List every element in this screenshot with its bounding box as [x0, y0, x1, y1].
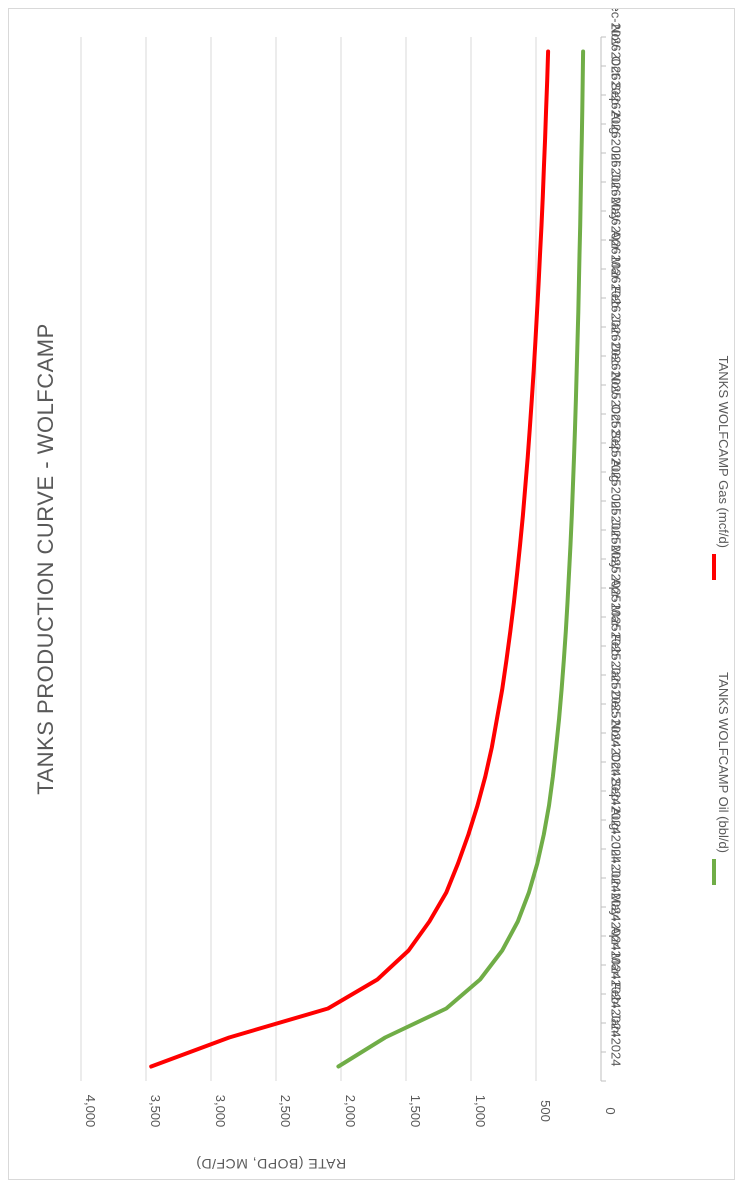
category-tick-label: Apr-2026	[609, 230, 624, 283]
category-tick-label: Aug-2026	[609, 111, 624, 167]
series-lines	[149, 49, 586, 1069]
legend: TANKS WOLFCAMP Oil (bbl/d) TANKS WOLFCAMP…	[712, 356, 731, 885]
value-tick-label: 0	[603, 1107, 618, 1114]
value-tick-label: 1,000	[473, 1095, 488, 1128]
category-tick-label: Sep-2025	[609, 430, 624, 486]
series-line	[336, 49, 586, 1069]
category-tick-label: Dec-2024	[609, 691, 624, 747]
value-tick-label: 1,500	[408, 1095, 423, 1128]
category-tick-label: Jun-2026	[609, 171, 624, 225]
category-tick-label: Nov-2025	[609, 372, 624, 428]
category-tick-label: Jan-2024	[609, 1012, 624, 1066]
value-tick-label: 3,500	[148, 1095, 163, 1128]
value-axis-labels: 0 500 1,000 1,500 2,000 2,500 3,000 3,500 4,000	[83, 1095, 618, 1128]
category-tick-label: Oct-2026	[609, 56, 624, 109]
category-tick-label: May-2026	[609, 197, 624, 255]
category-tick-label: Nov-2024	[609, 720, 624, 776]
category-tick-label: Dec-2025	[609, 343, 624, 399]
category-tick-label: Sep-2026	[609, 82, 624, 138]
category-tick-label: Aug-2024	[609, 807, 624, 863]
chart-title: TANKS PRODUCTION CURVE - WOLFCAMP	[33, 323, 58, 795]
category-tick-label: Aug-2025	[609, 459, 624, 515]
category-tick-label: Nov-2026	[609, 24, 624, 80]
category-tick-label: Sep-2024	[609, 778, 624, 834]
value-axis-title: RATE (BOPD, MCF/D)	[196, 1156, 346, 1172]
category-tick-label: Feb-2025	[609, 634, 624, 690]
category-tick-label: Jul-2024	[609, 843, 624, 893]
category-tick-label: May-2025	[609, 545, 624, 603]
category-tick-label: Jan-2026	[609, 316, 624, 370]
category-tick-label: Apr-2024	[609, 926, 624, 979]
category-tick-label: Mar-2025	[609, 605, 624, 661]
value-tick-label: 2,500	[278, 1095, 293, 1128]
category-tick-label: Oct-2025	[609, 404, 624, 457]
series-line	[149, 49, 551, 1069]
value-tick-label: 500	[538, 1100, 553, 1122]
legend-label: TANKS WOLFCAMP Gas (mcf/d)	[716, 356, 731, 548]
category-tick-label: Apr-2025	[609, 578, 624, 631]
category-tick-label: Jul-2026	[609, 147, 624, 197]
category-tick-label: Jun-2024	[609, 867, 624, 921]
value-tick-label: 3,000	[213, 1095, 228, 1128]
category-tick-label: Jan-2025	[609, 664, 624, 718]
category-tick-label: May-2024	[609, 893, 624, 951]
category-tick-label: Jul-2025	[609, 495, 624, 545]
category-tick-label: Mar-2026	[609, 257, 624, 313]
gridlines	[80, 37, 537, 1081]
chart-frame: Jan-2024 Feb-2024 Mar-2024 Apr-2024 May-2024…	[8, 8, 735, 1180]
value-tick-label: 4,000	[83, 1095, 98, 1128]
legend-label: TANKS WOLFCAMP Oil (bbl/d)	[716, 672, 731, 853]
category-tick-label: Jun-2025	[609, 519, 624, 573]
category-axis: Jan-2024Feb-2024Mar-2024Apr-2024May-2024…	[600, 9, 624, 1082]
category-tick-label: Oct-2024	[609, 752, 624, 805]
value-tick-label: 2,000	[343, 1095, 358, 1128]
production-chart: Jan-2024Feb-2024Mar-2024Apr-2024May-2024…	[33, 9, 731, 1172]
category-tick-label: Mar-2024	[609, 953, 624, 1009]
category-tick-label: Feb-2024	[609, 982, 624, 1038]
category-tick-label: Dec-2026	[609, 9, 624, 52]
category-tick-label: Feb-2026	[609, 286, 624, 342]
